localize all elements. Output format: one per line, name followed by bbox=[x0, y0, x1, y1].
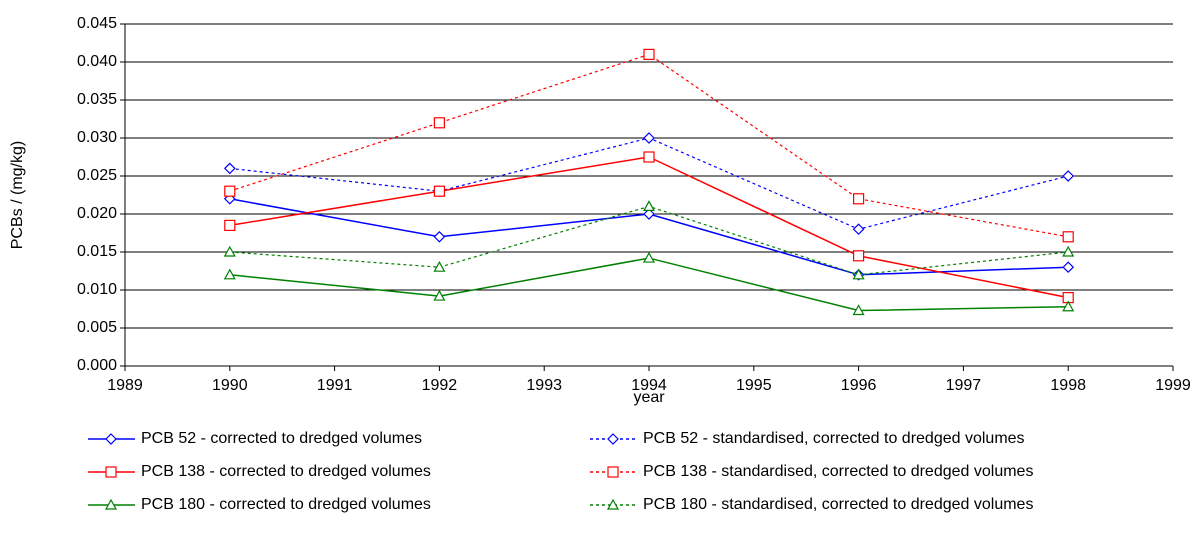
x-axis-label: year bbox=[633, 389, 665, 406]
marker bbox=[433, 117, 445, 129]
x-tick-label: 1994 bbox=[631, 377, 667, 394]
marker bbox=[223, 245, 236, 257]
marker bbox=[607, 466, 619, 478]
y-tick-label: 0.045 bbox=[77, 15, 117, 32]
marker bbox=[852, 250, 865, 262]
x-tick-label: 1990 bbox=[212, 377, 248, 394]
legend-label: PCB 52 - corrected to dredged volumes bbox=[141, 430, 422, 447]
marker bbox=[1062, 170, 1075, 182]
y-tick-label: 0.035 bbox=[77, 91, 117, 108]
marker bbox=[852, 304, 865, 316]
y-tick-label: 0.005 bbox=[77, 319, 117, 336]
y-axis-label: PCBs / (mg/kg) bbox=[9, 141, 26, 249]
x-tick-label: 1996 bbox=[841, 377, 877, 394]
marker bbox=[642, 200, 656, 211]
legend-label: PCB 52 - standardised, corrected to dred… bbox=[643, 430, 1025, 447]
legend-label: PCB 180 - standardised, corrected to dre… bbox=[643, 496, 1033, 513]
series-line bbox=[229, 156, 1069, 299]
marker bbox=[224, 185, 236, 197]
marker bbox=[642, 251, 656, 263]
marker bbox=[433, 289, 446, 301]
marker bbox=[1062, 261, 1075, 274]
marker bbox=[223, 162, 236, 175]
legend-label: PCB 180 - corrected to dredged volumes bbox=[141, 496, 431, 513]
y-tick-label: 0.000 bbox=[77, 357, 117, 374]
marker bbox=[643, 151, 655, 163]
y-tick-label: 0.015 bbox=[77, 243, 117, 260]
marker bbox=[852, 223, 865, 236]
y-tick-label: 0.025 bbox=[77, 167, 117, 184]
y-tick-label: 0.040 bbox=[77, 53, 117, 70]
x-tick-label: 1995 bbox=[736, 377, 772, 394]
marker bbox=[852, 268, 865, 280]
marker bbox=[105, 466, 117, 478]
marker bbox=[224, 219, 236, 231]
marker bbox=[433, 260, 446, 272]
marker bbox=[606, 498, 620, 510]
marker bbox=[1062, 245, 1075, 257]
marker bbox=[643, 208, 655, 220]
x-tick-label: 1991 bbox=[317, 377, 353, 394]
y-tick-label: 0.020 bbox=[77, 205, 117, 222]
marker bbox=[223, 268, 236, 280]
marker bbox=[433, 230, 446, 243]
marker bbox=[852, 193, 865, 205]
legend-label: PCB 138 - corrected to dredged volumes bbox=[141, 463, 431, 480]
marker bbox=[1062, 300, 1075, 312]
x-tick-label: 1992 bbox=[422, 377, 458, 394]
legend-label: PCB 138 - standardised, corrected to dre… bbox=[643, 463, 1033, 480]
marker bbox=[643, 132, 655, 144]
x-tick-label: 1989 bbox=[107, 377, 143, 394]
y-tick-label: 0.030 bbox=[77, 129, 117, 146]
x-tick-label: 1998 bbox=[1050, 377, 1086, 394]
marker bbox=[643, 48, 655, 61]
marker bbox=[1062, 231, 1074, 243]
x-tick-label: 1999 bbox=[1155, 377, 1191, 394]
marker bbox=[104, 498, 118, 510]
marker bbox=[105, 433, 117, 445]
x-tick-label: 1997 bbox=[946, 377, 982, 394]
y-tick-label: 0.010 bbox=[77, 281, 117, 298]
marker bbox=[607, 433, 619, 445]
marker bbox=[433, 185, 445, 197]
x-tick-label: 1993 bbox=[526, 377, 562, 394]
